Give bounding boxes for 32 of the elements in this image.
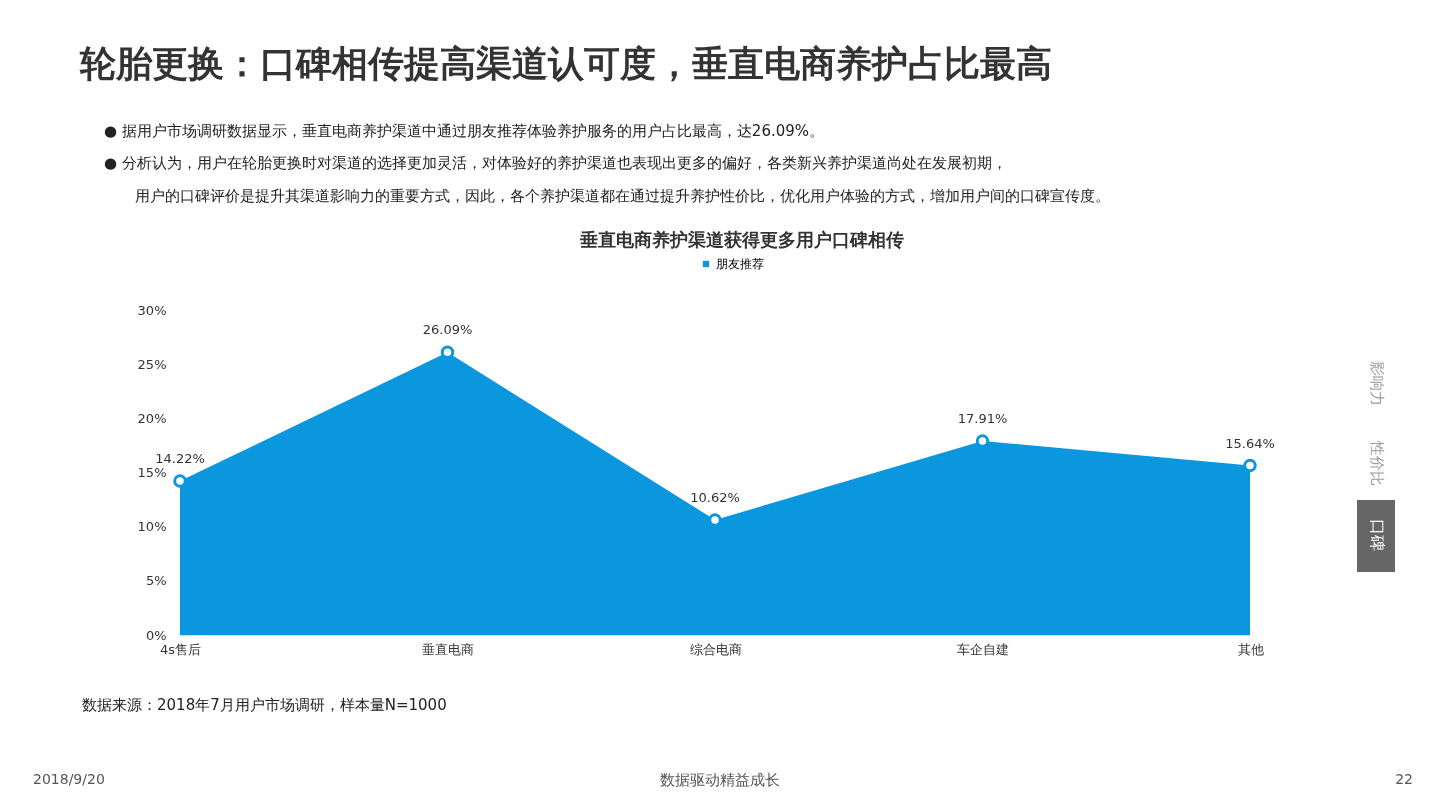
y-tick-label: 15%	[137, 465, 167, 480]
x-tick-label: 垂直电商	[422, 641, 474, 657]
x-tick-label: 综合电商	[689, 641, 742, 657]
point	[1243, 458, 1257, 473]
text: 性价比	[1368, 439, 1386, 486]
text: 影响力	[1368, 360, 1386, 406]
y-tick-label: 25%	[137, 356, 167, 372]
x-tick-label: 其他	[1237, 641, 1264, 657]
source-note: 数据来源：2018年7月用户市场调研，样本量N=1000	[82, 696, 447, 714]
data-label: 15.64%	[1225, 435, 1275, 451]
x-tick-label: 4s售后	[159, 641, 202, 657]
legend-label: 朋友推荐	[716, 257, 764, 271]
y-tick-label: 30%	[137, 302, 167, 318]
y-tick-label: 0%	[145, 627, 167, 643]
point	[173, 474, 187, 488]
chart-subtitle: 垂直电商养护渠道获得更多用户口碑相传	[579, 229, 904, 250]
x-tick-label: 车企自建	[957, 641, 1009, 657]
text: 用户的口碑评价是提升其渠道影响力的重要方式，因此，各个养护渠道都在通过提升养护性价比，优化用户体验的方式，增加用户间的口碑宣传度。	[135, 187, 1110, 205]
data-label: 26.09%	[422, 322, 473, 338]
y-tick-label: 10%	[137, 519, 167, 535]
text: 数据驱动精益成长	[660, 771, 780, 789]
text: ● 据用户市场调研数据显示，垂直电商养护渠道中通过朋友推荐体验养护服务的用户占比最高，达26.09%。	[104, 122, 825, 140]
data-label: 10.62%	[690, 489, 740, 505]
text: ● 分析认为，用户在轮胎更换时对渠道的选择更加灵活，对体验好的养护渠道也表现出更多的偏好，各类新兴养护渠道尚处在发展初期，	[104, 154, 1007, 172]
data-label: 14.22%	[155, 450, 205, 466]
y-tick-label: 20%	[137, 410, 167, 426]
text: 22	[1395, 771, 1413, 787]
text: 口碑	[1368, 519, 1387, 551]
text: 2018/9/20	[33, 771, 105, 787]
data-label: 17.91%	[957, 410, 1008, 426]
y-tick-label: 5%	[145, 573, 167, 589]
chart-title: 轮胎更换：口碑相传提高渠道认可度，垂直电商养护占比最高	[79, 43, 1052, 84]
